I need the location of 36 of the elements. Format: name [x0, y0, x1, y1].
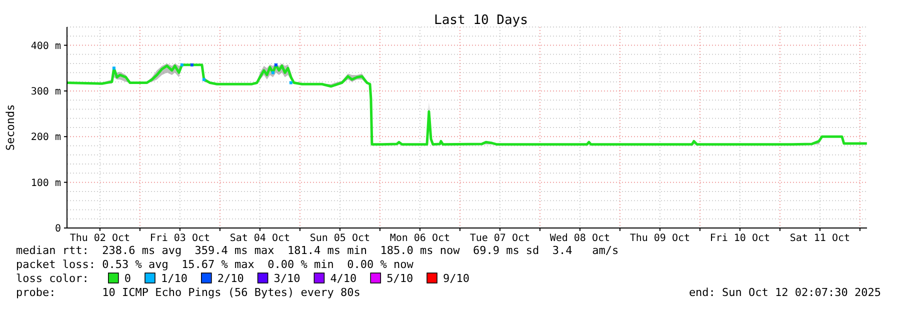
x-tick-label: Thu 02 Oct — [70, 233, 130, 244]
x-tick-label: Fri 03 Oct — [150, 233, 210, 244]
point — [180, 63, 184, 66]
point — [112, 66, 116, 70]
x-tick-label: Tue 07 Oct — [470, 233, 530, 244]
y-tick-label: 300 m — [30, 86, 61, 98]
y-tick-label: 0 — [54, 224, 61, 234]
point — [202, 78, 206, 82]
legend-label: 1/10 — [161, 272, 188, 285]
legend-label: 0 — [124, 272, 132, 285]
legend-label: 5/10 — [386, 272, 414, 285]
text: end: Sun Oct 12 02:07:30 2025 — [688, 286, 881, 299]
x-tick-label: Fri 10 Oct — [710, 233, 770, 244]
legend-title: loss color: — [16, 272, 89, 285]
x-tick-label: Sat 04 Oct — [230, 233, 290, 244]
legend-label: 2/10 — [217, 272, 244, 285]
point — [271, 71, 274, 74]
point — [289, 81, 292, 84]
text: packet loss: 0.53 % avg 15.67 % max 0.00 % min 0.00 % now — [16, 258, 414, 271]
y-tick-label: 200 m — [30, 132, 61, 144]
point — [274, 63, 278, 66]
legend-label: 9/10 — [443, 272, 470, 285]
point — [190, 63, 194, 66]
legend-label: 3/10 — [274, 272, 300, 285]
x-tick-label: Sun 05 Oct — [310, 233, 370, 244]
y-tick-label: 400 m — [30, 40, 61, 52]
x-tick-label: Sat 11 Oct — [790, 233, 850, 244]
chart-title: Last 10 Days — [434, 13, 528, 28]
x-tick-label: Mon 06 Oct — [390, 233, 450, 244]
text: probe: 10 ICMP Echo Pings (56 Bytes) every 80s — [16, 286, 360, 299]
x-tick-label: Thu 09 Oct — [630, 233, 690, 244]
y-tick-label: 100 m — [30, 178, 61, 189]
legend-label: 4/10 — [330, 272, 357, 285]
y-axis-title: Seconds — [4, 104, 17, 151]
text: median rtt: 238.6 ms avg 359.4 ms max 181.4 ms min 185.0 ms now 69.9 ms sd 3.4 am/s — [16, 244, 619, 257]
x-tick-label: Wed 08 Oct — [550, 233, 610, 244]
